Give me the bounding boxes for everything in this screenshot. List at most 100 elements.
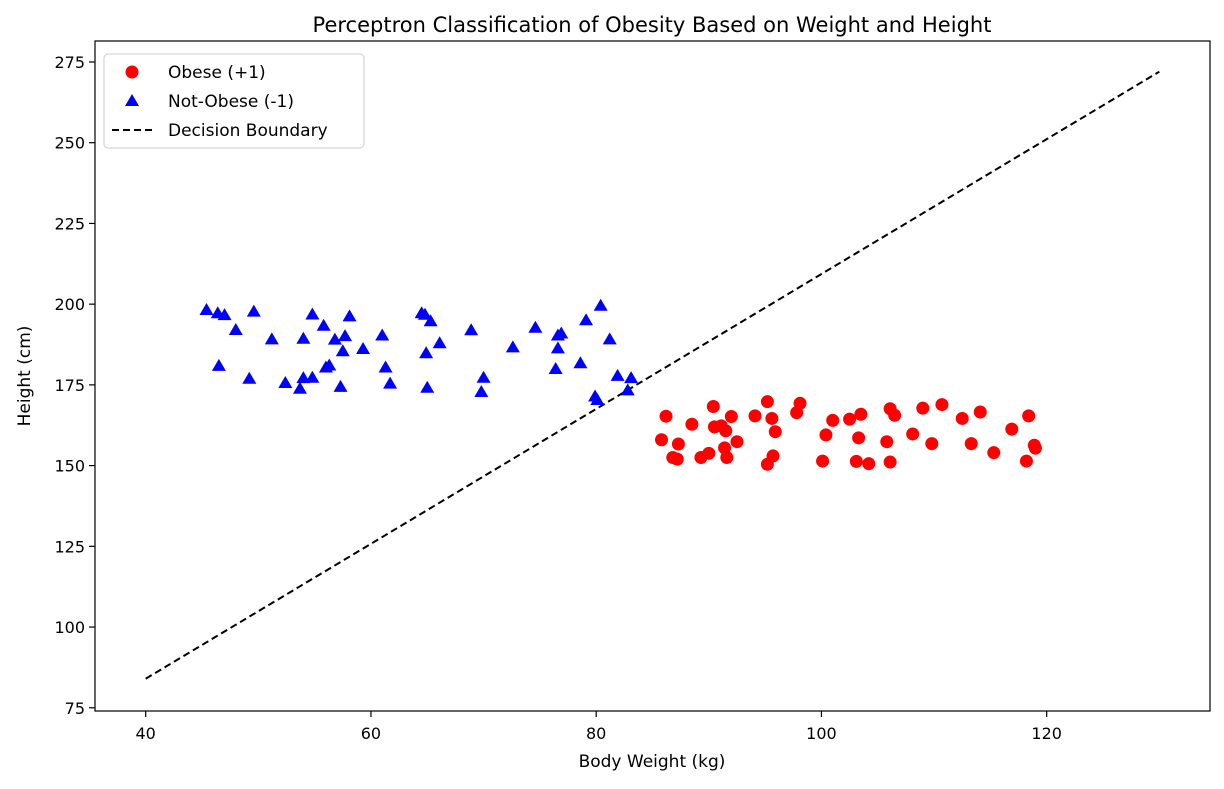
not-obese-point (610, 368, 625, 381)
points-layer (199, 298, 1042, 471)
not-obese-point (420, 380, 435, 393)
obese-point (793, 396, 807, 410)
not-obese-point (548, 362, 563, 375)
not-obese-point (602, 332, 617, 345)
not-obese-point (590, 393, 605, 406)
obese-point (849, 454, 863, 468)
obese-point (765, 411, 779, 425)
y-tick-label: 275 (54, 53, 85, 72)
obese-point (935, 398, 949, 412)
x-axis-ticks: 40 60 80 100 120 (136, 711, 1062, 743)
not-obese-point (476, 370, 491, 383)
not-obese-point (528, 320, 543, 333)
obese-point (987, 446, 1001, 460)
not-obese-point (296, 331, 311, 344)
not-obese-point (593, 298, 608, 311)
decision-boundary-line (145, 70, 1160, 680)
not-obese-point (464, 323, 479, 336)
not-obese-point (333, 379, 348, 392)
obese-point (854, 407, 868, 421)
obese-point (766, 449, 780, 463)
not-obese-point (417, 307, 432, 320)
x-tick-label: 40 (136, 724, 156, 743)
obese-point (819, 428, 833, 442)
not-obese-point (335, 344, 350, 357)
obese-point (671, 437, 685, 451)
x-tick-label: 100 (806, 724, 837, 743)
y-tick-label: 100 (54, 618, 85, 637)
boundary-layer (145, 70, 1160, 680)
legend-not-obese-label: Not-Obese (-1) (168, 92, 294, 112)
y-axis-label: Height (cm) (15, 326, 35, 427)
obese-point (1005, 422, 1019, 436)
legend-not-obese-marker (125, 94, 139, 106)
obese-point (816, 454, 830, 468)
obese-point (720, 451, 734, 465)
x-axis-label: Body Weight (kg) (579, 752, 726, 772)
obese-point (748, 409, 762, 423)
legend-frame (103, 53, 365, 149)
not-obese-point (296, 371, 311, 384)
obese-point (1028, 441, 1042, 455)
not-obese-point (579, 313, 594, 326)
obese-point (925, 437, 939, 451)
not-obese-point (228, 322, 243, 335)
not-obese-point (327, 332, 342, 345)
plot-area (94, 40, 1211, 712)
not-obese-point (278, 375, 293, 388)
not-obese-point (356, 342, 371, 355)
y-tick-label: 75 (65, 699, 85, 718)
obese-point (730, 435, 744, 449)
not-obese-point (264, 332, 279, 345)
not-obese-point (573, 356, 588, 369)
not-obese-point (419, 346, 434, 359)
not-obese-point (550, 341, 565, 354)
obese-point (888, 408, 902, 422)
obese-point (719, 424, 733, 438)
obese-point (670, 452, 684, 466)
y-axis-ticks: 75 100 125 150 175 200 225 250 275 (54, 53, 95, 718)
obese-point (702, 446, 716, 460)
obese-point (768, 425, 782, 439)
not-obese-point (624, 371, 639, 384)
obese-point (724, 410, 738, 424)
obese-point (883, 455, 897, 469)
not-obese-point (211, 358, 226, 371)
not-obese-point (305, 307, 320, 320)
obese-point (916, 401, 930, 415)
x-tick-label: 120 (1031, 724, 1062, 743)
obese-point (760, 395, 774, 409)
obese-point (880, 435, 894, 449)
y-tick-label: 125 (54, 537, 85, 556)
axes-frame (94, 40, 1211, 712)
not-obese-point (375, 328, 390, 341)
obese-point (826, 413, 840, 427)
not-obese-point (423, 314, 438, 327)
obese-point (843, 412, 857, 426)
not-obese-point (217, 308, 232, 321)
legend: Obese (+1) Not-Obese (-1) Decision Bound… (103, 53, 365, 149)
y-tick-label: 150 (54, 457, 85, 476)
not-obese-point (305, 370, 320, 383)
chart-title: Perceptron Classification of Obesity Bas… (313, 13, 992, 37)
legend-boundary-label: Decision Boundary (168, 121, 328, 141)
not-obese-point (316, 318, 331, 331)
obese-point (1022, 409, 1036, 423)
not-obese-point (432, 336, 447, 349)
legend-obese-marker (125, 65, 139, 79)
not-obese-point (474, 384, 489, 397)
not-obese-point (242, 371, 257, 384)
not-obese-point (338, 329, 353, 342)
not-obese-point (620, 383, 635, 396)
obese-point (973, 405, 987, 419)
y-tick-label: 250 (54, 134, 85, 153)
obese-point (906, 427, 920, 441)
x-tick-label: 80 (586, 724, 606, 743)
not-obese-point (378, 360, 393, 373)
y-tick-label: 200 (54, 295, 85, 314)
y-tick-label: 225 (54, 214, 85, 233)
obese-point (685, 417, 699, 431)
obese-point (718, 441, 732, 455)
